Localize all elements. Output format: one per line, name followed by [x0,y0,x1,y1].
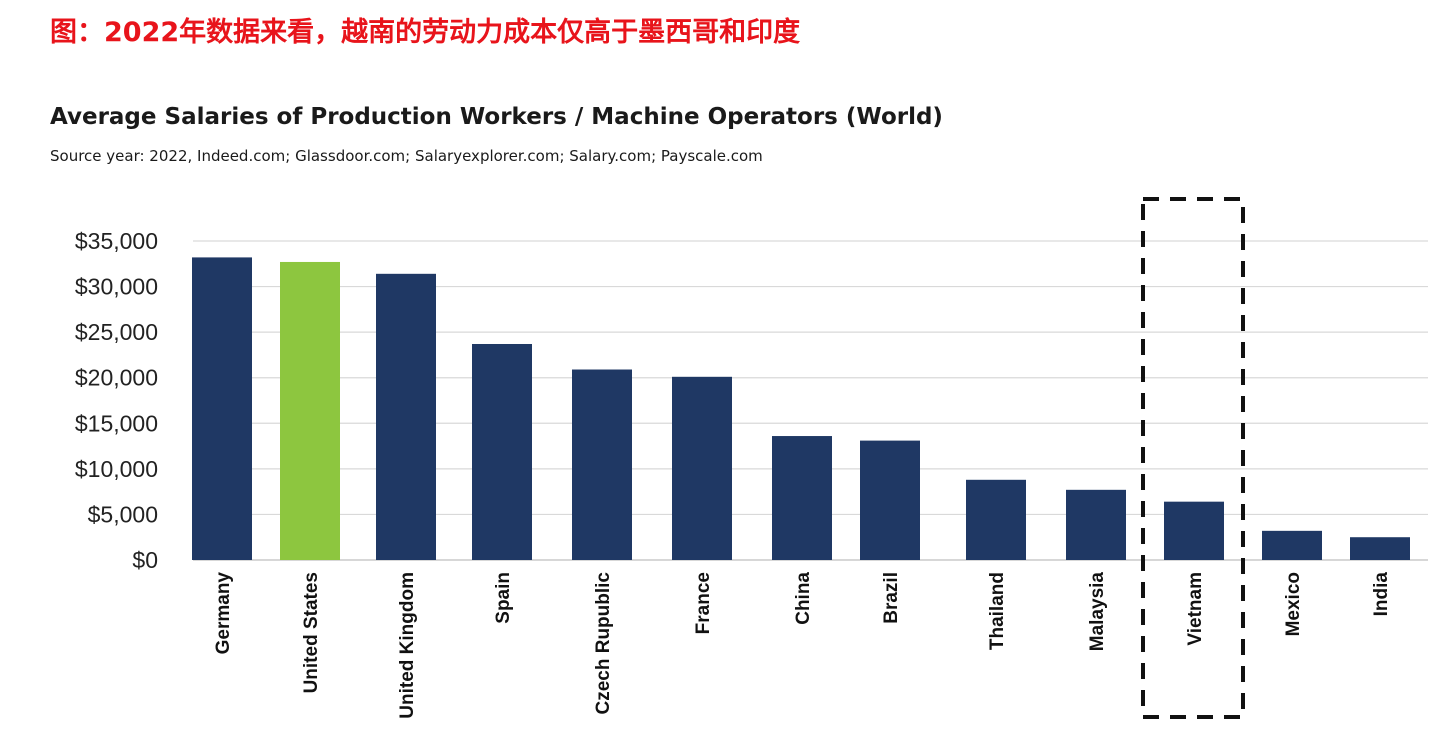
highlight-box [1141,197,1245,719]
x-category-label: Spain [493,572,514,624]
x-axis-categories: Germany United States United Kingdom Spain C… [213,572,1392,719]
bar-brazil [860,440,920,560]
bar-spain [472,343,532,560]
x-category-label: Malaysia [1087,572,1108,652]
y-tick-label: $25,000 [75,319,158,345]
bar-china [772,436,832,560]
bar-thailand [966,479,1026,560]
x-category-label: Brazil [881,572,902,624]
x-category-label: United States [301,572,322,693]
y-tick-label: $0 [132,547,158,573]
y-tick-label: $5,000 [88,501,158,527]
y-tick-label: $20,000 [75,365,158,391]
x-category-label: Thailand [987,572,1008,650]
bar-mexico [1262,530,1322,560]
bar-united-kingdom [376,273,436,560]
bars [192,257,1410,560]
y-tick-label: $15,000 [75,410,158,436]
bar-malaysia [1066,489,1126,560]
vietnam-highlight-box [1141,197,1245,719]
x-category-label: Czech Rupublic [593,572,614,715]
x-category-label: China [793,572,814,625]
x-category-label: Germany [213,572,234,655]
y-tick-label: $30,000 [75,274,158,300]
x-category-label: Mexico [1283,572,1304,636]
y-tick-label: $35,000 [75,228,158,254]
bar-czech-rupublic [572,369,632,560]
x-category-label: United Kingdom [397,572,418,719]
chart-subtitle: Source year: 2022, Indeed.com; Glassdoor… [50,147,763,165]
y-tick-label: $10,000 [75,456,158,482]
bar-india [1350,537,1410,560]
chart-title: Average Salaries of Production Workers /… [50,104,943,130]
y-axis-ticks: $0 $5,000 $10,000 $15,000 $20,000 $25,000 $30,… [75,228,158,573]
bar-vietnam [1164,501,1224,560]
bar-france [672,376,732,560]
figure-caption: 图：2022年数据来看，越南的劳动力成本仅高于墨西哥和印度 [50,17,801,48]
x-category-label: India [1371,572,1392,617]
bar-united-states [280,261,340,560]
x-category-label: Vietnam [1185,572,1206,646]
x-category-label: France [693,572,714,634]
bar-germany [192,257,252,560]
